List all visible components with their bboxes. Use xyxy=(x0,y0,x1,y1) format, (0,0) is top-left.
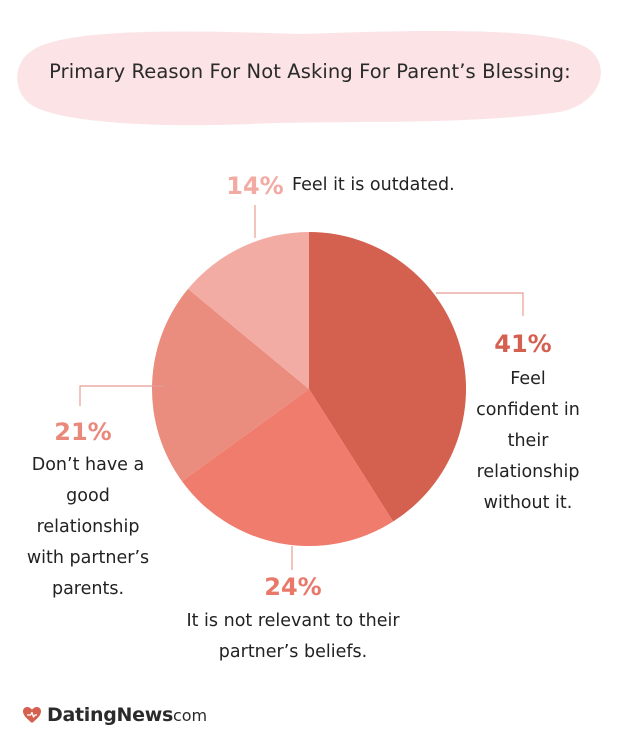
slice-label-41-line: without it. xyxy=(483,493,573,513)
slice-label-21-line: Don’t have a xyxy=(31,455,145,475)
slice-label-24-line: partner’s beliefs. xyxy=(218,642,368,662)
value-label-14: 14% xyxy=(226,172,284,200)
slice-label-41-line: their xyxy=(507,431,549,451)
title-banner xyxy=(17,30,601,126)
leader-line-21 xyxy=(79,385,165,406)
title-banner-shape xyxy=(17,30,601,126)
pie-slice-14 xyxy=(188,232,309,389)
slice-label-21-line: with partner’s xyxy=(26,548,150,568)
slice-label-41-line: relationship xyxy=(476,462,580,482)
slice-label-41-line: confident in xyxy=(476,400,580,420)
slice-label-21: Don’t have a good relationship with part… xyxy=(10,450,166,605)
slice-label-24-line: It is not relevant to their xyxy=(186,611,400,631)
leader-line-41 xyxy=(436,292,524,316)
value-label-41: 41% xyxy=(494,330,552,358)
slice-label-24: It is not relevant to their partner’s be… xyxy=(163,606,423,668)
pie-slice-41 xyxy=(309,232,467,522)
heart-icon xyxy=(23,707,41,723)
value-label-21: 21% xyxy=(54,418,112,446)
pie-slice-21 xyxy=(151,288,309,482)
logo-tld: com xyxy=(172,705,208,725)
logo-name: DatingNews xyxy=(47,704,173,726)
slice-label-41: Feel confident in their relationship wit… xyxy=(458,364,598,519)
pie-slice-24 xyxy=(181,389,394,546)
slice-label-21-line: relationship xyxy=(36,517,140,537)
slice-label-21-line: good xyxy=(66,486,110,506)
page-title: Primary Reason For Not Asking For Parent… xyxy=(49,60,571,83)
slice-label-41-line: Feel xyxy=(510,369,546,389)
slice-label-21-line: parents. xyxy=(51,579,125,599)
slice-label-14-line: Feel it is outdated. xyxy=(292,175,455,195)
brand-logo: DatingNews com xyxy=(22,701,207,729)
value-label-24: 24% xyxy=(264,573,322,601)
slice-label-14: Feel it is outdated. xyxy=(292,170,482,201)
